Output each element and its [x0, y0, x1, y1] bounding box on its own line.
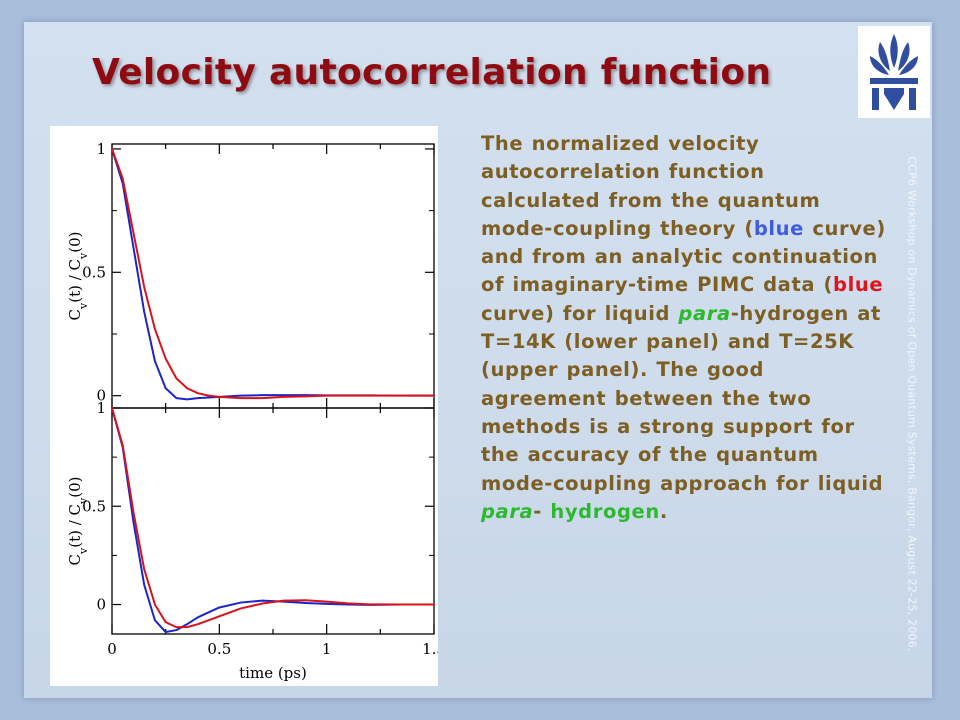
blue-highlight: blue [753, 216, 804, 240]
qmct-series-line [111, 407, 435, 634]
description-part: curve) for liquid [481, 301, 679, 325]
description-text: The normalized velocity autocorrelation … [481, 130, 886, 526]
y-tick-label: 0.5 [82, 497, 106, 515]
y-axis-label: Cv(t) / Cv(0) [66, 232, 90, 321]
y-tick-label: 0 [96, 387, 106, 405]
hydrogen-highlight: hydrogen [550, 499, 660, 523]
para-highlight: para [678, 301, 731, 325]
description-part: curve) and from an analytic continuation… [481, 216, 886, 297]
y-tick-label: 0.5 [82, 263, 106, 281]
y-tick-label: 1 [96, 140, 106, 158]
workshop-note: CCP6 Workshop on Dynamics of Open Quantu… [905, 156, 919, 652]
lower-plot: 0 0.5 1 0 0.5 1 1.5 time (ps) Cv(t) / Cv(0) [66, 399, 438, 682]
description-part: - [533, 499, 542, 523]
y-tick-label: 1 [96, 399, 106, 417]
pimc-series-line [111, 407, 435, 629]
description-part: . [659, 499, 668, 523]
red-highlight: blue [833, 273, 884, 297]
university-emblem-icon [858, 26, 930, 118]
qmct-series-line [111, 147, 435, 401]
x-tick-label: 0.5 [207, 640, 231, 658]
y-axis-label: Cv(t) / Cv(0) [66, 477, 90, 566]
para-highlight: para [481, 499, 534, 523]
x-tick-label: 1 [322, 640, 332, 658]
plot-frame [111, 143, 435, 409]
y-tick-label: 0 [96, 596, 106, 614]
slide-title: Velocity autocorrelation function [92, 52, 772, 93]
x-axis-label: time (ps) [239, 664, 307, 682]
description-part: -hydrogen at T=14K (lower panel) and T=2… [481, 301, 884, 495]
description-part: The normalized velocity autocorrelation … [481, 132, 821, 240]
x-tick-label: 0 [107, 640, 117, 658]
x-tick-label: 1.5 [422, 640, 438, 658]
upper-plot: 0 0.5 1 Cv(t) / Cv(0) [66, 140, 435, 409]
pimc-series-line [111, 147, 435, 400]
